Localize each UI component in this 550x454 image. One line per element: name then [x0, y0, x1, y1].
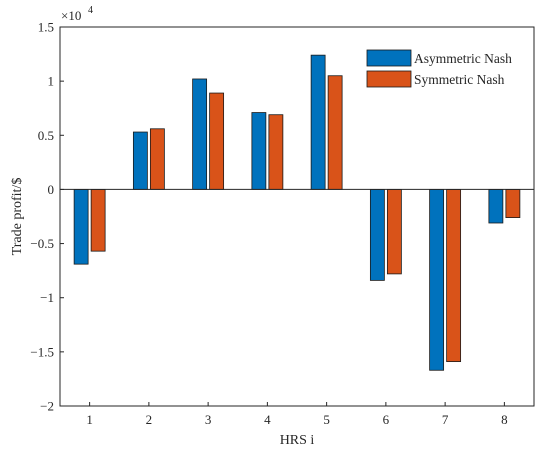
x-tick-label: 2	[146, 412, 153, 427]
x-axis-title: HRS i	[280, 433, 315, 448]
y-tick-label: −2	[40, 399, 54, 414]
y-tick-label: −0.5	[30, 236, 54, 251]
x-tick-label: 6	[383, 412, 390, 427]
x-tick-label: 3	[205, 412, 212, 427]
bar-asymmetric-hrs-8	[488, 189, 504, 224]
bar-symmetric-hrs-4	[268, 114, 284, 190]
bar-asymmetric-hrs-5	[310, 54, 326, 190]
bar-symmetric-hrs-6	[386, 189, 402, 275]
plot-frame	[59, 26, 535, 407]
bar-symmetric-hrs-7	[446, 189, 462, 363]
y-multiplier-exponent: 4	[88, 5, 93, 16]
bar-symmetric-hrs-8	[505, 189, 521, 218]
x-tick-label: 7	[442, 412, 449, 427]
bar-symmetric-hrs-5	[327, 75, 343, 190]
legend-swatch-asymmetric	[366, 49, 412, 67]
y-tick-label: 1	[48, 74, 55, 89]
bar-symmetric-hrs-2	[149, 128, 165, 190]
bar-asymmetric-hrs-6	[369, 189, 385, 281]
x-tick-label: 4	[264, 412, 271, 427]
y-multiplier-base: ×10	[61, 8, 81, 23]
legend-swatch-symmetric	[366, 70, 412, 88]
bar-asymmetric-hrs-7	[429, 189, 445, 371]
bar-asymmetric-hrs-1	[73, 189, 89, 265]
x-tick-label: 5	[323, 412, 330, 427]
bar-asymmetric-hrs-2	[132, 131, 148, 190]
legend: Asymmetric Nash Symmetric Nash	[362, 45, 526, 93]
y-tick-label: 0	[48, 182, 55, 197]
bar-symmetric-hrs-3	[209, 92, 225, 190]
y-tick-label: 0.5	[38, 128, 54, 143]
bars-layer	[73, 54, 521, 371]
bar-asymmetric-hrs-3	[192, 78, 208, 190]
ticks-layer: 1 2 3 4 5 6 7 8 −2 −1.5 −1 −0.5 0 0.5 1 1.5	[30, 20, 507, 428]
bar-symmetric-hrs-1	[90, 189, 106, 252]
y-tick-label: 1.5	[38, 20, 54, 35]
legend-label-symmetric: Symmetric Nash	[414, 72, 505, 87]
x-tick-label: 1	[86, 412, 93, 427]
bar-asymmetric-hrs-4	[251, 112, 267, 190]
y-tick-label: −1.5	[30, 344, 54, 359]
x-tick-label: 8	[501, 412, 508, 427]
legend-label-asymmetric: Asymmetric Nash	[414, 51, 512, 66]
y-axis-title: Trade profit/$	[10, 178, 25, 256]
y-tick-label: −1	[40, 290, 54, 305]
